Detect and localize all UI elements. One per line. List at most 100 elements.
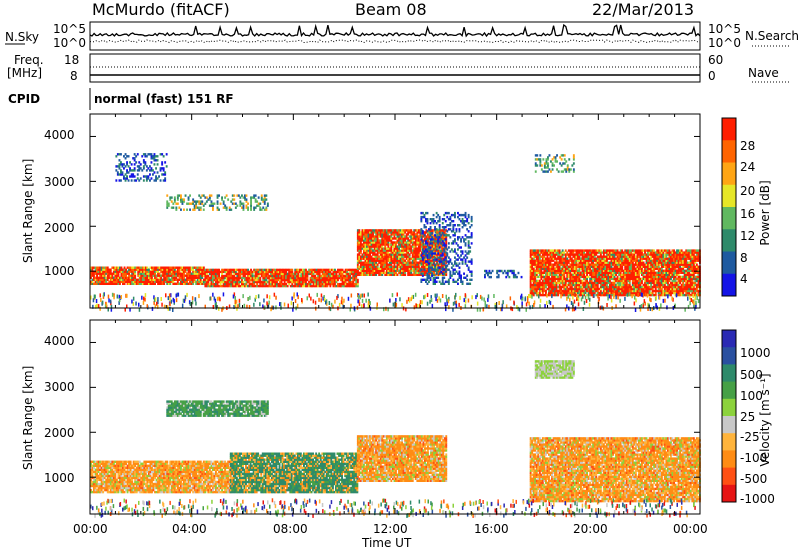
heatmap-cell xyxy=(430,261,432,264)
heatmap-cell xyxy=(413,273,416,276)
heatmap-cell xyxy=(564,259,567,262)
heatmap-cell xyxy=(173,274,176,277)
heatmap-cell xyxy=(294,268,297,272)
heatmap-cell xyxy=(613,263,616,266)
heatmap-cell xyxy=(103,272,106,275)
heatmap-cell xyxy=(320,276,323,280)
heatmap-cell xyxy=(560,275,563,279)
heatmap-cell xyxy=(606,289,608,293)
heatmap-cell xyxy=(369,235,371,238)
heatmap-cell xyxy=(422,269,425,272)
heatmap-cell xyxy=(552,275,555,279)
heatmap-cell xyxy=(569,255,572,258)
heatmap-cell xyxy=(280,272,283,276)
heatmap-cell xyxy=(540,261,543,264)
heatmap-cell xyxy=(314,282,317,286)
heatmap-cell xyxy=(405,233,408,236)
heatmap-cell xyxy=(160,274,163,277)
heatmap-cell xyxy=(184,274,187,277)
heatmap-cell xyxy=(233,278,236,282)
heatmap-cell xyxy=(622,275,625,279)
heatmap-cell xyxy=(561,293,564,297)
heatmap-cell xyxy=(382,229,385,232)
heatmap-cell xyxy=(572,251,575,254)
heatmap-cell xyxy=(548,269,550,272)
heatmap-cell xyxy=(363,263,365,266)
heatmap-cell xyxy=(572,261,575,264)
heatmap-cell xyxy=(144,282,147,285)
heatmap-cell xyxy=(545,277,547,281)
heatmap-cell xyxy=(628,257,631,260)
heatmap-cell xyxy=(390,265,393,268)
heatmap-cell xyxy=(598,267,601,270)
heatmap-cell xyxy=(404,237,407,240)
heatmap-cell xyxy=(560,267,563,270)
heatmap-cell xyxy=(367,253,370,256)
heatmap-cell xyxy=(546,257,549,260)
heatmap-cell xyxy=(656,249,659,252)
heatmap-cell xyxy=(265,282,268,286)
heatmap-cell xyxy=(99,272,102,275)
heatmap-cell xyxy=(247,276,249,280)
heatmap-cell xyxy=(654,261,657,264)
heatmap-cell xyxy=(216,276,219,280)
heatmap-cell xyxy=(408,265,411,268)
heatmap-cell xyxy=(619,285,622,289)
heatmap-cell xyxy=(642,285,645,289)
heatmap-cell xyxy=(108,280,111,283)
heatmap-cell xyxy=(366,273,368,276)
heatmap-cell xyxy=(417,251,420,254)
heatmap-cell xyxy=(335,270,338,274)
heatmap-cell xyxy=(424,273,426,276)
heatmap-cell xyxy=(388,259,391,262)
heatmap-cell xyxy=(602,261,605,264)
heatmap-cell xyxy=(564,263,567,266)
heatmap-cell xyxy=(306,272,309,276)
heatmap-cell xyxy=(560,291,563,295)
heatmap-cell xyxy=(410,265,413,268)
heatmap-cell xyxy=(390,271,393,274)
heatmap-cell xyxy=(262,274,265,278)
heatmap-cell xyxy=(205,284,208,288)
heatmap-cell xyxy=(552,267,555,270)
heatmap-cell xyxy=(408,271,411,274)
heatmap-cell xyxy=(572,255,575,258)
heatmap-cell xyxy=(414,269,417,272)
heatmap-cell xyxy=(175,282,178,285)
heatmap-cell xyxy=(149,278,152,281)
heatmap-cell xyxy=(102,282,105,285)
heatmap-cell xyxy=(205,268,208,272)
heatmap-cell xyxy=(685,265,688,268)
heatmap-cell xyxy=(668,287,671,291)
heatmap-cell xyxy=(653,289,656,293)
heatmap-cell xyxy=(569,271,572,274)
heatmap-cell xyxy=(638,275,640,279)
heatmap-cell xyxy=(202,282,205,285)
heatmap-cell xyxy=(683,277,686,281)
heatmap-cell xyxy=(309,284,312,288)
heatmap-cell xyxy=(631,289,634,293)
heatmap-cell xyxy=(586,263,588,266)
heatmap-cell xyxy=(670,289,672,293)
heatmap-cell xyxy=(100,278,103,281)
heatmap-cell xyxy=(178,266,181,269)
heatmap-cell xyxy=(375,235,378,238)
heatmap-cell xyxy=(195,266,198,269)
heatmap-cell xyxy=(563,267,566,270)
heatmap-cell xyxy=(379,245,382,248)
heatmap-cell xyxy=(593,251,596,254)
heatmap-cell xyxy=(138,268,141,271)
heatmap-cell xyxy=(372,235,374,238)
heatmap-cell xyxy=(624,281,627,285)
heatmap-cell xyxy=(413,229,416,232)
heatmap-cell xyxy=(683,285,686,289)
heatmap-cell xyxy=(358,231,361,234)
heatmap-cell xyxy=(280,274,283,278)
heatmap-cell xyxy=(208,282,211,286)
heatmap-cell xyxy=(561,265,564,268)
heatmap-cell xyxy=(137,278,140,281)
heatmap-cell xyxy=(274,274,277,278)
heatmap-cell xyxy=(573,265,576,268)
heatmap-cell xyxy=(424,247,426,250)
heatmap-cell xyxy=(642,291,645,295)
